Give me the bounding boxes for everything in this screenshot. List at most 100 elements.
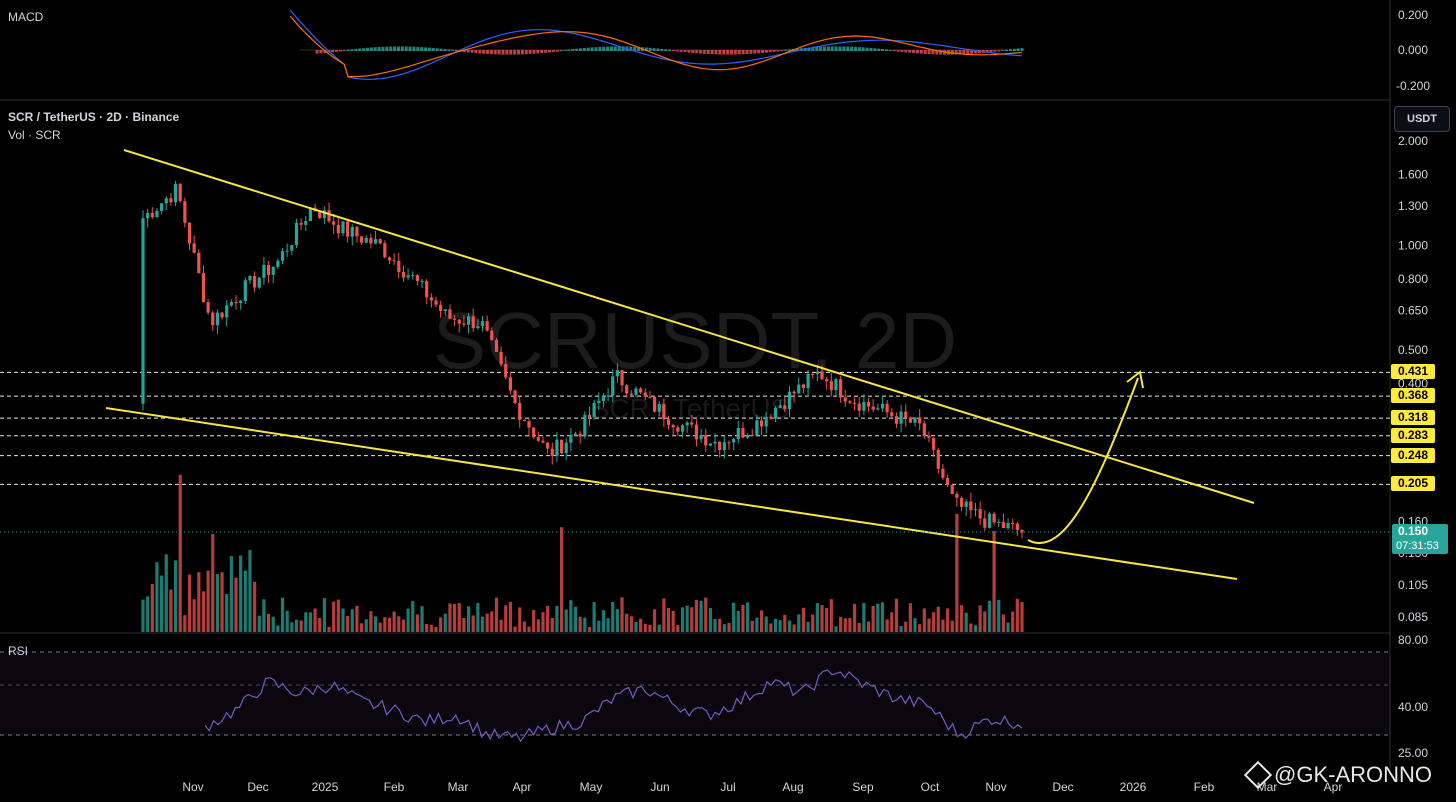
volume-bar (759, 610, 764, 632)
macd-hist-bar (408, 46, 412, 51)
macd-hist-bar (590, 47, 594, 51)
volume-bar (225, 594, 229, 632)
candle-body (527, 421, 531, 428)
volume-bar (606, 618, 610, 632)
volume-bar (443, 613, 447, 632)
macd-hist-bar (346, 49, 350, 51)
volume-bar (197, 572, 201, 632)
volume-bar (801, 607, 806, 632)
candle-body (848, 401, 852, 403)
candle-body (913, 417, 917, 423)
macd-tick-low: -0.200 (1396, 79, 1431, 93)
currency-unit-button[interactable]: USDT (1394, 106, 1450, 132)
volume-bar (732, 602, 736, 632)
candle-body (797, 384, 801, 394)
volume-bar (941, 619, 945, 632)
candle-body (927, 436, 931, 438)
rsi-band (0, 652, 1390, 735)
binance-diamond-icon (1243, 760, 1273, 790)
rsi-tick-high: 80.00 (1398, 633, 1429, 647)
macd-hist-bar (939, 50, 943, 55)
macd-hist-bar (822, 46, 826, 51)
volume-bar (518, 607, 522, 632)
macd-hist-bar (369, 47, 373, 51)
candle-body (532, 427, 536, 438)
macd-hist-bar (884, 49, 888, 51)
candle-body (615, 370, 619, 377)
candle-body (378, 239, 382, 244)
candle-body (904, 411, 908, 418)
candle-body (355, 227, 359, 237)
price-tick: 1.600 (1398, 168, 1428, 182)
volume-bar (499, 619, 503, 632)
projection-arrowhead (1126, 370, 1144, 389)
upper-trendline[interactable] (123, 149, 1255, 504)
volume-bar (411, 601, 415, 632)
macd-histogram (315, 46, 1024, 55)
candle-body (141, 218, 145, 404)
horizontal-levels (0, 371, 1390, 485)
volume-bar (141, 599, 145, 632)
volume-bar (773, 618, 778, 632)
volume-bar (160, 575, 164, 632)
volume-bar (634, 622, 638, 632)
macd-hist-bar (342, 50, 346, 52)
volume-bar (950, 620, 954, 632)
macd-hist-bar (606, 46, 610, 51)
volume-bar (462, 617, 466, 632)
candle-body (657, 404, 661, 412)
candle-body (820, 371, 824, 380)
projection-arrow[interactable] (1027, 377, 1139, 544)
candle-body (276, 260, 280, 267)
volume-bar (815, 603, 819, 632)
volume-bar (657, 624, 661, 632)
macd-hist-bar (528, 50, 532, 54)
time-tick: Jun (650, 780, 669, 794)
candle-body (815, 371, 819, 374)
volume-bar (643, 623, 647, 632)
candle-body (304, 221, 308, 225)
candle-body (862, 401, 866, 411)
volume-bar (615, 609, 619, 632)
volume-bar (829, 599, 833, 632)
lower-trendline[interactable] (105, 407, 1238, 580)
candle-body (406, 275, 410, 278)
macd-hist-bar (365, 47, 369, 51)
volume-bar (299, 620, 303, 632)
volume-bar (778, 620, 782, 632)
candle-body (750, 434, 754, 436)
volume-bar (969, 623, 973, 632)
candle-body (471, 316, 475, 329)
volume-bar (150, 584, 154, 632)
candle-body (806, 373, 810, 389)
candle-body (322, 210, 326, 219)
volume-bar (629, 616, 633, 632)
volume-bar (583, 617, 587, 632)
macd-hist-bar (540, 50, 544, 54)
candle-body (243, 280, 247, 301)
macd-hist-bar (993, 50, 997, 52)
candle-body (564, 442, 568, 454)
volume-bar (266, 613, 271, 632)
macd-hist-bar (699, 50, 703, 54)
candle-body (280, 251, 285, 261)
macd-hist-bar (679, 50, 683, 52)
candle-body (155, 210, 159, 218)
volume-bar (680, 607, 685, 632)
time-tick: Nov (182, 780, 203, 794)
macd-hist-bar (412, 46, 416, 51)
candle-body (727, 442, 731, 444)
candle-body (569, 434, 573, 443)
volume-bar (466, 606, 471, 632)
macd-hist-bar (834, 46, 838, 51)
volume-bar (439, 617, 443, 632)
candle-body (932, 437, 936, 450)
volume-bar (676, 625, 680, 632)
price-tick: 1.000 (1398, 238, 1428, 252)
volume-bar (536, 619, 540, 632)
candle-body (769, 416, 773, 419)
macd-hist-bar (439, 48, 443, 51)
macd-hist-bar (900, 50, 904, 52)
candle-body (183, 201, 187, 223)
